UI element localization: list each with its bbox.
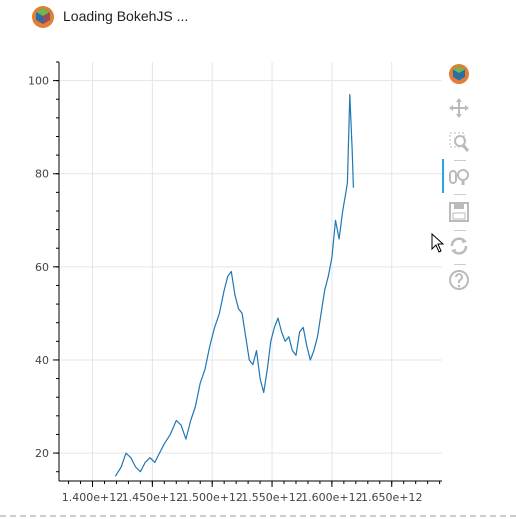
y-tick-label: 60 <box>35 261 49 274</box>
x-tick-label: 1.600e+12 <box>301 491 362 504</box>
plot-area[interactable]: 1.400e+12 1.450e+12 1.500e+12 1.550e+12 1.60… <box>0 40 516 519</box>
plot-frame <box>59 62 442 481</box>
y-tick-label: 80 <box>35 168 49 181</box>
x-tick-label: 1.400e+12 <box>62 491 123 504</box>
header: Loading BokehJS ... <box>0 0 516 34</box>
help-icon <box>449 270 469 290</box>
wheel-zoom-tool-button[interactable] <box>445 162 473 190</box>
active-tool-indicator <box>442 159 444 193</box>
series-line <box>114 94 354 477</box>
reset-icon <box>450 237 468 255</box>
pan-tool-button[interactable] <box>445 94 473 122</box>
wheel-zoom-icon <box>449 169 469 185</box>
pan-icon <box>449 98 469 118</box>
save-icon <box>449 202 469 222</box>
x-tick-label: 1.550e+12 <box>241 491 302 504</box>
toolbar-logo[interactable] <box>445 60 473 88</box>
x-tick-label: 1.650e+12 <box>361 491 422 504</box>
toolbar-separator <box>454 194 466 195</box>
toolbar-separator <box>454 264 466 265</box>
line-chart[interactable]: 1.400e+121.450e+121.500e+121.550e+121.60… <box>0 40 516 519</box>
mouse-cursor-icon <box>431 233 445 253</box>
cell-border <box>0 515 516 517</box>
toolbar-separator <box>454 230 466 231</box>
reset-tool-button[interactable] <box>445 232 473 260</box>
y-tick-label: 40 <box>35 354 49 367</box>
loading-text: Loading BokehJS ... <box>63 8 189 24</box>
y-tick-label: 100 <box>28 75 49 88</box>
x-tick-label: 1.450e+12 <box>122 491 183 504</box>
save-tool-button[interactable] <box>445 198 473 226</box>
bokeh-logo-icon <box>449 64 469 84</box>
box-zoom-tool-button[interactable] <box>445 128 473 156</box>
y-tick-label: 20 <box>35 447 49 460</box>
help-tool-button[interactable] <box>445 266 473 294</box>
x-tick-label: 1.500e+12 <box>181 491 242 504</box>
bokeh-logo-icon <box>32 6 54 28</box>
toolbar-separator <box>454 160 466 161</box>
box-zoom-icon <box>449 132 470 152</box>
